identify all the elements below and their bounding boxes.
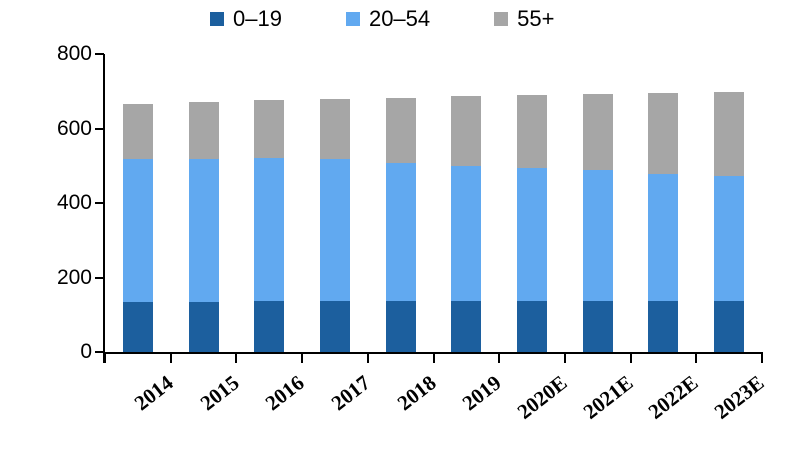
x-axis-tick — [169, 352, 172, 363]
bar-segment-20-54-2023E — [714, 175, 745, 301]
y-axis-tick-label: 0 — [80, 340, 92, 363]
x-axis-category-label: 2018 — [392, 370, 441, 416]
bar-segment-55+-2016 — [254, 99, 285, 158]
bar-segment-0-19-2020E — [517, 300, 548, 352]
y-axis-tick-label: 200 — [56, 265, 92, 289]
legend-label-20-54: 20–54 — [368, 6, 431, 31]
bar-segment-55+-2020E — [517, 95, 548, 168]
bar-segment-0-19-2022E — [648, 300, 679, 352]
x-axis-category-label: 2023E — [709, 370, 769, 424]
x-axis-tick — [498, 352, 501, 363]
x-axis-category-label: 2021E — [578, 370, 638, 424]
x-axis-category-label: 2022E — [644, 370, 703, 424]
bar-segment-0-19-2021E — [582, 300, 613, 352]
bar-segment-20-54-2015 — [188, 158, 219, 302]
y-axis-tick-label: 400 — [56, 191, 92, 214]
y-axis-line — [103, 54, 105, 363]
legend-swatch-55plus — [494, 12, 509, 26]
bar-segment-55+-2023E — [714, 91, 745, 176]
bar-segment-55+-2019 — [451, 96, 482, 166]
bar-segment-0-19-2017 — [319, 301, 350, 352]
x-axis-tick — [761, 352, 763, 363]
x-axis-tick — [235, 352, 238, 363]
y-axis-tick — [95, 276, 104, 279]
bar-segment-55+-2018 — [385, 97, 416, 163]
legend-label-55plus: 55+ — [517, 6, 555, 31]
x-axis-tick — [104, 352, 106, 363]
bar-segment-20-54-2017 — [319, 158, 350, 302]
legend-item-0-19: 0–19 — [210, 8, 282, 30]
bar-segment-0-19-2018 — [385, 301, 416, 352]
x-axis-tick — [366, 352, 369, 363]
bar-segment-20-54-2021E — [582, 170, 613, 301]
y-axis-tick — [95, 127, 104, 130]
legend-item-20-54: 20–54 — [345, 6, 431, 31]
bar-segment-0-19-2014 — [122, 301, 153, 352]
bar-segment-20-54-2016 — [254, 157, 285, 302]
bar-segment-0-19-2016 — [254, 301, 285, 352]
x-axis-category-label: 2014 — [129, 370, 178, 416]
bar-segment-20-54-2020E — [517, 167, 548, 301]
legend-swatch-20-54 — [345, 12, 360, 26]
x-axis-category-label: 2015 — [195, 370, 244, 416]
x-axis-tick — [432, 352, 435, 363]
bar-segment-0-19-2023E — [714, 300, 745, 352]
bar-segment-55+-2015 — [188, 102, 219, 159]
x-axis-category-label: 2016 — [260, 370, 309, 416]
bar-segment-20-54-2018 — [385, 162, 416, 302]
chart-legend: 0–19 20–54 55+ — [210, 8, 554, 30]
x-axis-tick — [563, 352, 566, 363]
bar-segment-55+-2022E — [648, 93, 679, 174]
bar-segment-55+-2017 — [319, 98, 350, 159]
bar-segment-55+-2021E — [582, 94, 613, 171]
x-axis-category-label: 2017 — [326, 370, 375, 416]
y-axis-tick-label: 800 — [56, 42, 92, 65]
bar-segment-20-54-2019 — [451, 165, 482, 302]
legend-item-55plus: 55+ — [494, 8, 554, 30]
y-axis-tick — [95, 53, 104, 55]
legend-label-0-19: 0–19 — [233, 6, 282, 31]
y-axis-tick — [95, 202, 104, 204]
bar-segment-0-19-2019 — [451, 301, 482, 352]
bar-segment-20-54-2014 — [122, 158, 153, 302]
legend-swatch-0-19 — [210, 12, 224, 26]
y-axis-tick — [95, 351, 104, 353]
x-axis-category-label: 2020E — [512, 370, 572, 424]
bar-segment-55+-2014 — [122, 103, 153, 159]
x-axis-tick — [695, 352, 698, 363]
bar-segment-20-54-2022E — [648, 173, 679, 301]
x-axis-tick — [301, 352, 304, 363]
x-axis-category-label: 2019 — [458, 370, 506, 416]
x-axis-tick — [629, 352, 632, 363]
bar-segment-0-19-2015 — [188, 301, 219, 352]
y-axis-tick-label: 600 — [56, 116, 92, 140]
